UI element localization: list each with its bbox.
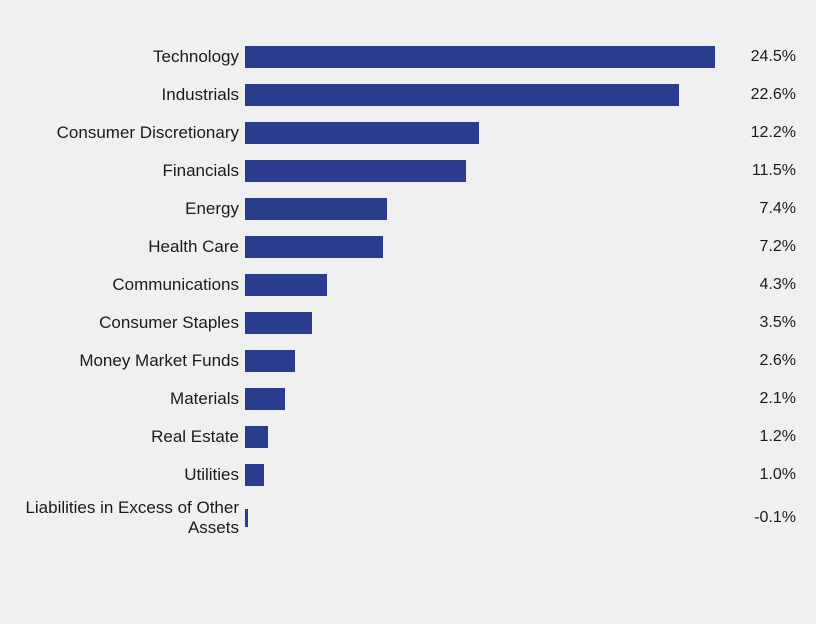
bar-row: Consumer Staples 3.5% xyxy=(0,304,816,342)
bar xyxy=(245,350,295,372)
bar xyxy=(245,509,248,527)
category-label: Financials xyxy=(0,161,245,181)
bar-area xyxy=(245,456,715,494)
value-label: 24.5% xyxy=(751,48,796,66)
bar xyxy=(245,122,479,144)
bar-row: Consumer Discretionary 12.2% xyxy=(0,114,816,152)
value-label: 3.5% xyxy=(760,314,796,332)
category-label: Technology xyxy=(0,47,245,67)
category-label: Industrials xyxy=(0,85,245,105)
bar-row: Utilities 1.0% xyxy=(0,456,816,494)
bar-area xyxy=(245,266,715,304)
bar-row: Energy 7.4% xyxy=(0,190,816,228)
bar-area xyxy=(245,76,715,114)
bar xyxy=(245,236,383,258)
category-label: Liabilities in Excess of Other Assets xyxy=(0,498,245,537)
category-label: Utilities xyxy=(0,465,245,485)
bar-area xyxy=(245,304,715,342)
bar-area xyxy=(245,418,715,456)
value-label: 7.2% xyxy=(760,238,796,256)
bar xyxy=(245,274,327,296)
bar xyxy=(245,198,387,220)
bar-area xyxy=(245,190,715,228)
bar-row: Industrials 22.6% xyxy=(0,76,816,114)
bar-row: Real Estate 1.2% xyxy=(0,418,816,456)
bar xyxy=(245,46,715,68)
category-label: Real Estate xyxy=(0,427,245,447)
bar xyxy=(245,84,679,106)
bar-row: Health Care 7.2% xyxy=(0,228,816,266)
category-label: Materials xyxy=(0,389,245,409)
value-label: 4.3% xyxy=(760,276,796,294)
value-label: 1.0% xyxy=(760,466,796,484)
bar-row: Liabilities in Excess of Other Assets -0.… xyxy=(0,494,816,542)
bar-row: Technology 24.5% xyxy=(0,38,816,76)
bar-row: Money Market Funds 2.6% xyxy=(0,342,816,380)
value-label: 12.2% xyxy=(751,124,796,142)
bar-row: Communications 4.3% xyxy=(0,266,816,304)
bar-area xyxy=(245,114,715,152)
bar xyxy=(245,160,466,182)
category-label: Energy xyxy=(0,199,245,219)
category-label: Health Care xyxy=(0,237,245,257)
value-label: -0.1% xyxy=(754,509,796,527)
bar-area xyxy=(245,152,715,190)
bar-area xyxy=(245,380,715,418)
sector-allocation-chart: Technology 24.5% Industrials 22.6% Consumer … xyxy=(0,38,816,542)
value-label: 7.4% xyxy=(760,200,796,218)
bar-area xyxy=(245,38,715,76)
value-label: 2.1% xyxy=(760,390,796,408)
bar xyxy=(245,312,312,334)
bar-row: Financials 11.5% xyxy=(0,152,816,190)
bar xyxy=(245,464,264,486)
value-label: 1.2% xyxy=(760,428,796,446)
category-label: Consumer Discretionary xyxy=(0,123,245,143)
bar xyxy=(245,388,285,410)
category-label: Money Market Funds xyxy=(0,351,245,371)
bar-area xyxy=(245,342,715,380)
bar-area xyxy=(245,494,715,542)
value-label: 11.5% xyxy=(752,162,796,180)
bar-area xyxy=(245,228,715,266)
value-label: 2.6% xyxy=(760,352,796,370)
value-label: 22.6% xyxy=(751,86,796,104)
category-label: Consumer Staples xyxy=(0,313,245,333)
bar-row: Materials 2.1% xyxy=(0,380,816,418)
bar xyxy=(245,426,268,448)
category-label: Communications xyxy=(0,275,245,295)
